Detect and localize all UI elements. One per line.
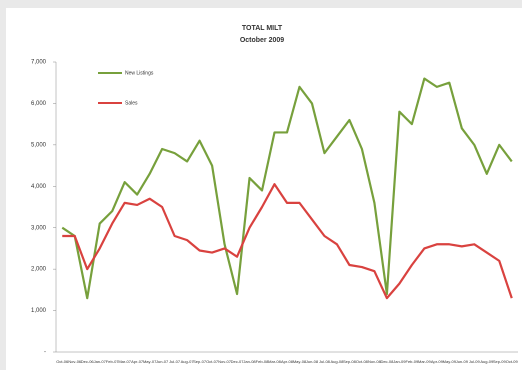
x-tick-label: Feb-08	[256, 359, 269, 364]
x-tick-label: Aug-07	[181, 359, 195, 364]
x-tick-label: Sep-08	[343, 359, 357, 364]
x-tick-label: May-07	[143, 359, 157, 364]
chart-title: TOTAL MILT	[242, 25, 283, 32]
x-tick-label: Jul-07	[169, 359, 181, 364]
x-tick-label: Jun-09	[456, 359, 469, 364]
legend-label: Sales	[125, 100, 138, 106]
chart-area	[6, 8, 522, 370]
x-tick-label: Apr-07	[131, 359, 144, 364]
x-tick-label: Oct-08	[356, 359, 369, 364]
x-tick-label: Sep-07	[193, 359, 207, 364]
x-tick-label: Oct-07	[206, 359, 219, 364]
x-tick-label: Dec-08	[380, 359, 394, 364]
y-tick-label: 3,000	[31, 225, 47, 231]
x-tick-label: Aug-08	[330, 359, 344, 364]
x-tick-label: Apr-08	[281, 359, 294, 364]
series-line	[61, 77, 513, 300]
x-tick-label: Mar-09	[418, 359, 431, 364]
x-tick-label: Feb-07	[106, 359, 119, 364]
x-tick-label: Nov-07	[218, 359, 232, 364]
y-tick-label: 4,000	[31, 184, 47, 190]
series-line	[62, 183, 513, 300]
x-tick-label: Dec-07	[231, 359, 245, 364]
x-tick-label: Nov-08	[368, 359, 382, 364]
x-tick-label: Mar-07	[118, 359, 131, 364]
x-tick-label: Mar-08	[268, 359, 281, 364]
x-tick-label: Jan-07	[94, 359, 107, 364]
legend-label: New Listings	[125, 70, 154, 76]
y-tick-label: 5,000	[31, 142, 47, 148]
x-tick-label: Jul-09	[469, 359, 481, 364]
x-tick-label: May-09	[443, 359, 457, 364]
y-tick-label: 2,000	[31, 267, 47, 273]
y-tick-label: -	[44, 350, 46, 356]
x-tick-label: Oct-06	[56, 359, 69, 364]
x-tick-label: Apr-09	[431, 359, 444, 364]
x-tick-label: Jan-09	[393, 359, 406, 364]
y-tick-label: 6,000	[31, 101, 47, 107]
x-tick-label: Jun-07	[156, 359, 169, 364]
x-tick-label: Jan-08	[243, 359, 256, 364]
y-tick-label: 1,000	[31, 308, 47, 314]
x-tick-label: Feb-09	[406, 359, 419, 364]
x-tick-label: Aug-09	[480, 359, 494, 364]
x-tick-label: Nov-06	[68, 359, 82, 364]
x-tick-label: May-08	[293, 359, 307, 364]
x-tick-label: Oct-09	[506, 359, 519, 364]
x-tick-label: Dec-06	[81, 359, 95, 364]
x-tick-label: Jun-08	[306, 359, 319, 364]
x-tick-label: Sep-09	[493, 359, 507, 364]
y-tick-label: 7,000	[31, 60, 47, 66]
chart-subtitle: October 2009	[240, 37, 284, 44]
x-tick-label: Jul-08	[319, 359, 331, 364]
